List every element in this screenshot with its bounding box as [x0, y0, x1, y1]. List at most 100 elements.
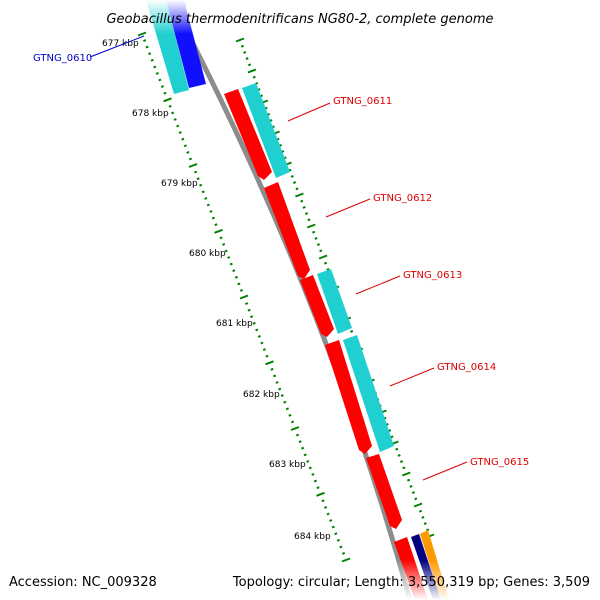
minor-tick: [341, 551, 346, 555]
minor-tick: [407, 478, 411, 482]
gene-label-text[interactable]: GTNG_0615: [470, 457, 529, 468]
major-tick: [239, 294, 249, 300]
major-tick: [318, 254, 328, 260]
minor-tick: [295, 433, 300, 437]
minor-tick: [181, 137, 185, 141]
cds-gtng-0613-cyan[interactable]: [317, 269, 352, 334]
map-title: Geobacillus thermodenitrificans NG80-2, …: [106, 12, 493, 27]
minor-tick: [285, 407, 289, 411]
kbp-tick-labels: 677 kbp 678 kbp 679 kbp 680 kbp 681 kbp …: [102, 39, 331, 542]
gene-label-gtng-0614[interactable]: GTNG_0614: [389, 362, 496, 387]
minor-tick: [168, 104, 172, 108]
minor-tick: [283, 400, 287, 404]
cds-gtng-0614-red[interactable]: [325, 340, 372, 454]
minor-tick: [312, 230, 316, 234]
minor-tick: [288, 413, 292, 417]
minor-tick: [186, 150, 190, 154]
gene-label-text[interactable]: GTNG_0611: [333, 96, 392, 107]
minor-tick: [265, 354, 269, 358]
minor-tick: [224, 249, 228, 253]
major-tick: [163, 97, 172, 103]
minor-tick: [409, 484, 413, 488]
gene-label-text[interactable]: GTNG_0612: [373, 193, 432, 204]
minor-tick: [145, 45, 149, 49]
minor-tick: [329, 519, 333, 522]
accession-text: Accession: NC_009328: [9, 575, 157, 590]
minor-tick: [313, 479, 317, 483]
bottom-fade: [0, 560, 600, 600]
minor-tick: [240, 44, 244, 48]
cds-features[interactable]: [146, 0, 449, 600]
minor-tick: [250, 315, 254, 319]
minor-tick: [307, 218, 311, 222]
minor-tick: [178, 131, 182, 135]
minor-tick: [336, 538, 340, 542]
minor-tick: [173, 118, 177, 121]
minor-tick: [399, 460, 404, 464]
minor-tick: [326, 267, 330, 271]
tick-label-682: 682 kbp: [243, 390, 280, 400]
minor-tick: [234, 275, 238, 279]
minor-tick: [260, 341, 264, 345]
minor-tick: [188, 157, 192, 161]
minor-tick: [278, 387, 282, 391]
minor-tick: [314, 236, 318, 240]
tick-label-680: 680 kbp: [189, 249, 226, 259]
minor-tick: [201, 190, 205, 194]
minor-tick: [255, 328, 259, 332]
tick-label-679: 679 kbp: [161, 179, 198, 189]
leader-line: [389, 367, 435, 387]
cds-gtng-0614-cyan[interactable]: [343, 335, 394, 452]
tick-label-677: 677 kbp: [102, 39, 139, 49]
cds-gtng-0615-red[interactable]: [366, 454, 402, 529]
cds-gtng-0611-cyan[interactable]: [242, 83, 290, 178]
minor-tick: [303, 453, 307, 457]
minor-tick: [153, 65, 157, 69]
major-tick: [295, 192, 304, 198]
minor-tick: [196, 177, 200, 181]
minor-tick: [150, 58, 154, 62]
leader-line: [325, 198, 371, 218]
gene-label-text[interactable]: GTNG_0610: [33, 53, 92, 64]
cds-gtng-0611-red[interactable]: [224, 89, 272, 180]
minor-tick: [257, 334, 261, 338]
leader-line: [287, 102, 331, 122]
tick-label-678: 678 kbp: [132, 109, 169, 119]
minor-tick: [199, 183, 203, 187]
major-tick: [401, 471, 411, 477]
gene-label-gtng-0610[interactable]: GTNG_0610: [33, 35, 145, 64]
minor-tick: [262, 348, 266, 352]
major-tick: [247, 68, 257, 74]
minor-tick: [334, 532, 338, 536]
minor-tick: [426, 528, 430, 532]
minor-tick: [247, 63, 252, 67]
gene-label-gtng-0611[interactable]: GTNG_0611: [287, 96, 392, 122]
minor-tick: [270, 367, 274, 371]
minor-tick: [411, 491, 415, 495]
gene-labels: GTNG_0610 GTNG_0611 GTNG_0612 GTNG_0613 …: [33, 35, 529, 481]
minor-tick: [306, 459, 310, 463]
minor-tick: [290, 174, 294, 178]
gene-label-text[interactable]: GTNG_0614: [437, 362, 496, 373]
minor-tick: [176, 124, 180, 128]
minor-tick: [155, 71, 159, 75]
minor-tick: [308, 466, 312, 470]
minor-tick: [302, 205, 306, 209]
major-tick: [188, 163, 198, 168]
major-tick: [235, 37, 245, 43]
minor-tick: [247, 308, 251, 312]
gene-label-text[interactable]: GTNG_0613: [403, 270, 462, 281]
gene-label-gtng-0612[interactable]: GTNG_0612: [325, 193, 432, 218]
cds-gtng-0612-red[interactable]: [264, 182, 310, 279]
minor-tick: [421, 515, 425, 519]
minor-tick: [252, 321, 256, 325]
tick-label-684: 684 kbp: [294, 532, 331, 542]
gene-label-gtng-0613[interactable]: GTNG_0613: [355, 270, 462, 295]
minor-tick: [423, 522, 427, 526]
minor-tick: [316, 243, 320, 247]
minor-tick: [304, 212, 309, 216]
cds-gtng-0613-red[interactable]: [300, 275, 334, 337]
major-tick: [290, 426, 300, 431]
gene-label-gtng-0615[interactable]: GTNG_0615: [422, 457, 529, 481]
minor-tick: [163, 91, 167, 95]
